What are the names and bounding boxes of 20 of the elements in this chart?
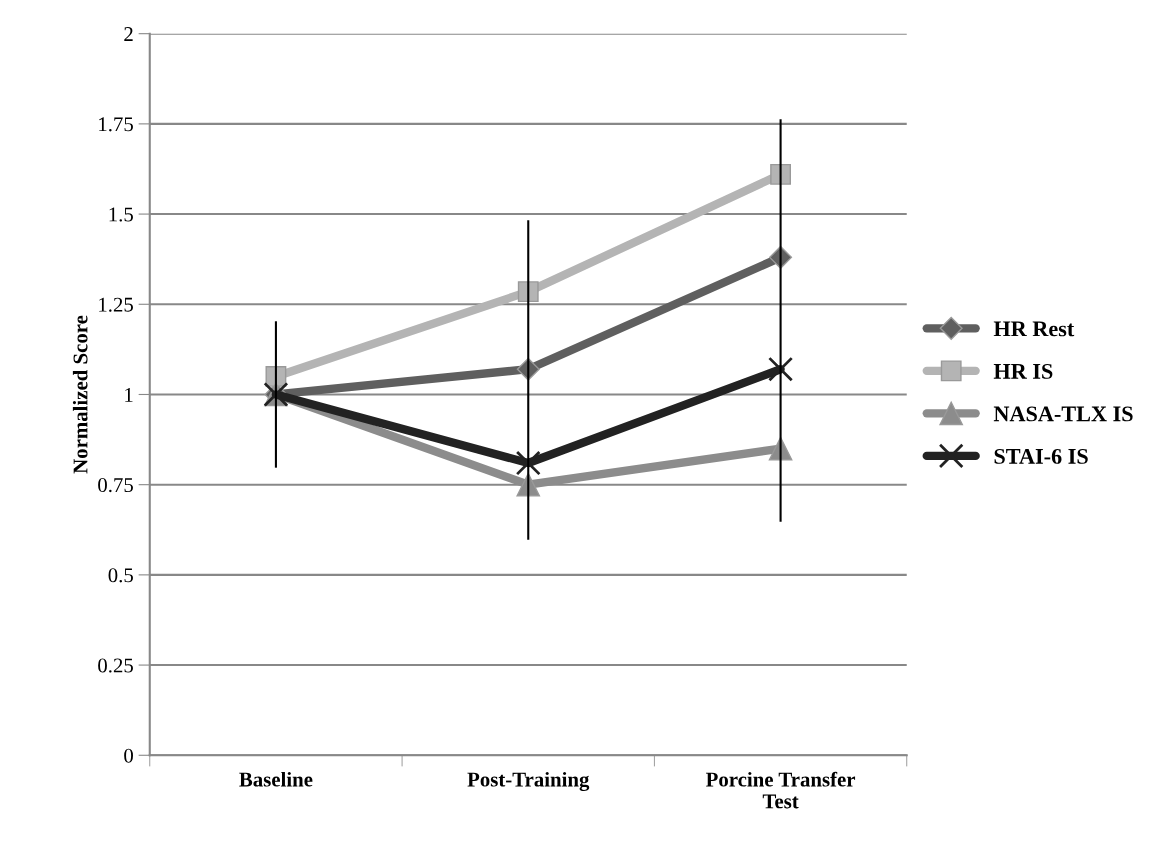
y-tick-label: 1 bbox=[125, 387, 133, 402]
y-axis-title: Normalized Score bbox=[72, 315, 88, 474]
y-tick-label: 1.75 bbox=[99, 117, 133, 132]
legend-label: STAI-6 IS bbox=[994, 448, 1088, 464]
legend-label: HR Rest bbox=[993, 321, 1075, 337]
y-tick-label: 1.25 bbox=[99, 297, 133, 312]
x-tick-label: Post-Training bbox=[467, 771, 590, 791]
x-tick-label: Porcine Transfer Test bbox=[706, 771, 856, 809]
x-tick-label: Baseline bbox=[239, 771, 313, 787]
point bbox=[515, 450, 541, 476]
point bbox=[517, 281, 539, 303]
legend-label: NASA-TLX IS bbox=[993, 406, 1133, 422]
y-tick-label: 0.5 bbox=[108, 568, 133, 583]
y-tick-label: 0.25 bbox=[98, 658, 133, 673]
legend-label: HR IS bbox=[993, 363, 1053, 379]
y-tick-label: 0 bbox=[124, 748, 133, 763]
point bbox=[770, 163, 792, 185]
y-tick-label: 2 bbox=[124, 27, 133, 41]
y-tick-label: 1.5 bbox=[109, 207, 133, 222]
y-tick-label: 0.75 bbox=[98, 478, 133, 493]
